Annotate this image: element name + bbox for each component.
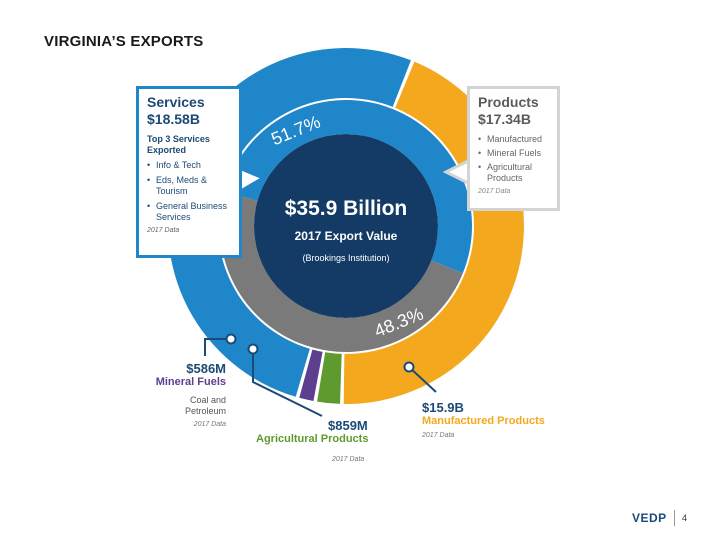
manufactured-annotation: $15.9B Manufactured Products 2017 Data	[422, 400, 562, 439]
agricultural-value: $859M	[328, 418, 368, 433]
manufactured-note: 2017 Data	[422, 432, 455, 439]
outer-slice-agricultural-products	[317, 352, 342, 404]
list-item: Info & Tech	[147, 160, 231, 171]
center-source: (Brookings Institution)	[302, 253, 389, 263]
footer-divider	[674, 510, 675, 526]
agricultural-leader-dot	[247, 343, 259, 355]
mineral-annotation: $586M Mineral Fuels Coal and Petroleum 2…	[146, 361, 226, 428]
list-item: Mineral Fuels	[478, 148, 549, 159]
mineral-leader-dot	[225, 333, 237, 345]
center-value: $35.9 Billion	[285, 197, 408, 220]
manufactured-value: $15.9B	[422, 400, 464, 415]
list-item: Agricultural Products	[478, 162, 549, 184]
services-subtitle: Top 3 Services Exported	[147, 134, 210, 155]
outer-slice-mineral-fuels	[299, 349, 323, 401]
manufactured-leader-dot	[403, 361, 415, 373]
products-title: Products	[478, 94, 539, 110]
inner-slice-services	[224, 100, 472, 274]
mineral-label: Mineral Fuels	[155, 376, 226, 388]
agricultural-note: 2017 Data	[332, 456, 365, 463]
products-value: $17.34B	[478, 111, 531, 127]
agricultural-leader-line	[252, 349, 323, 417]
vedp-logo: VEDP	[632, 511, 667, 525]
inner-ring	[219, 100, 472, 353]
manufactured-leader-line	[408, 366, 437, 393]
inner-slice-products	[219, 191, 463, 353]
services-note: 2017 Data	[147, 227, 180, 234]
list-item: General Business Services	[147, 201, 231, 223]
mineral-leader-line	[204, 338, 231, 356]
services-value: $18.58B	[147, 111, 200, 127]
mineral-value: $586M	[186, 361, 226, 376]
services-info-box: Services $18.58B Top 3 Services Exported…	[136, 86, 242, 258]
mineral-desc: Coal and Petroleum	[184, 395, 226, 416]
manufactured-label: Manufactured Products	[422, 415, 545, 427]
services-title: Services	[147, 94, 205, 110]
agricultural-annotation: $859M Agricultural Products 2017 Data	[256, 418, 386, 463]
list-item: Manufactured	[478, 134, 549, 145]
products-note: 2017 Data	[478, 188, 511, 195]
agricultural-label: Agricultural Products	[256, 433, 369, 445]
products-info-box: Products $17.34B Manufactured Mineral Fu…	[467, 86, 560, 211]
services-list: Info & Tech Eds, Meds & Tourism General …	[147, 160, 231, 223]
list-item: Eds, Meds & Tourism	[147, 175, 231, 197]
center-label: 2017 Export Value	[295, 229, 398, 243]
page-number: 4	[682, 513, 688, 523]
slide-title: VIRGINIA’S EXPORTS	[44, 33, 204, 50]
mineral-note: 2017 Data	[193, 421, 226, 428]
products-list: Manufactured Mineral Fuels Agricultural …	[478, 134, 549, 184]
center-disc	[254, 134, 438, 318]
